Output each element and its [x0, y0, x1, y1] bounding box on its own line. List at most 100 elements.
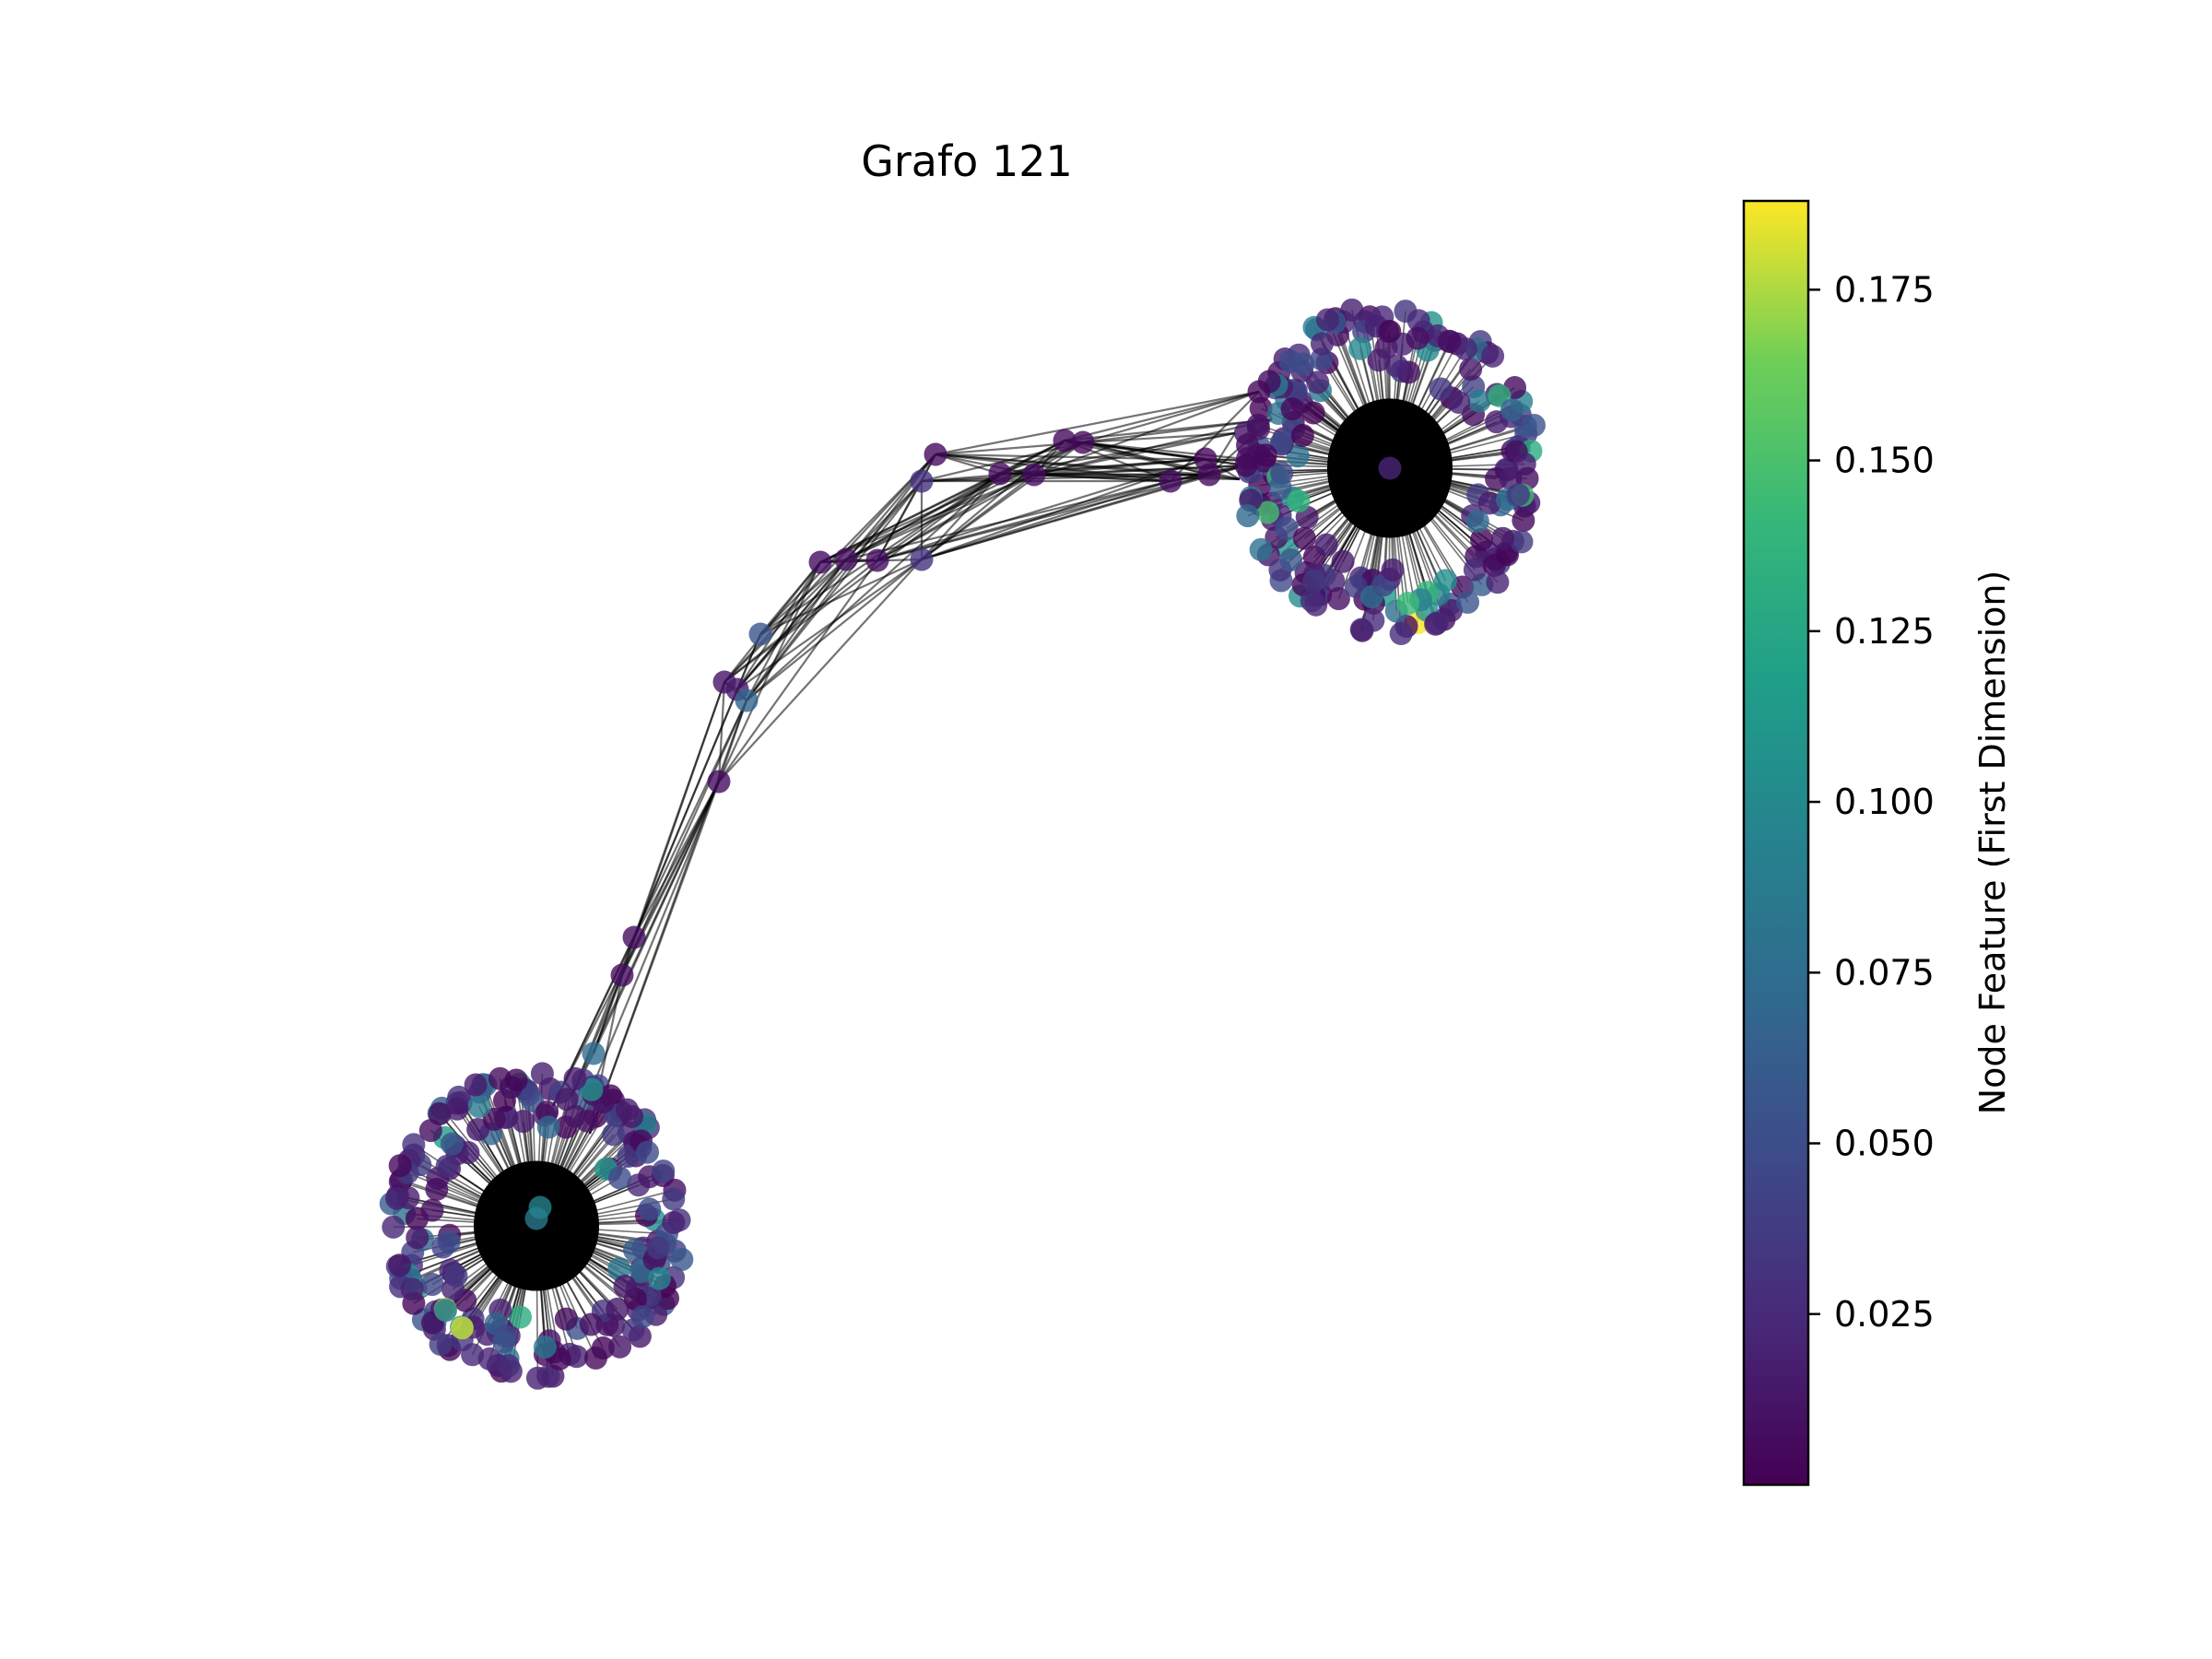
colorbar-tick-label: 0.025: [1834, 1294, 1935, 1335]
graph-node: [1425, 611, 1449, 635]
graph-node: [1253, 443, 1277, 467]
graph-node: [636, 1140, 660, 1164]
graph-node: [1275, 516, 1299, 540]
graph-node: [865, 548, 889, 572]
graph-edge: [921, 473, 1001, 560]
graph-node: [1234, 453, 1258, 477]
graph-node: [1291, 352, 1315, 376]
colorbar-tick-label: 0.050: [1834, 1124, 1935, 1164]
graph-node: [656, 1287, 680, 1311]
graph-edge: [921, 457, 1206, 483]
graph-node: [579, 1312, 603, 1336]
graph-node: [1512, 509, 1535, 533]
colorbar-frame: [1742, 199, 1810, 1487]
graph-edge: [746, 559, 847, 701]
graph-node: [445, 1097, 469, 1121]
graph-node: [584, 1346, 608, 1370]
graph-node: [1292, 526, 1316, 550]
graph-node: [464, 1073, 488, 1097]
graph-node: [1287, 489, 1311, 513]
graph-node: [1300, 589, 1324, 613]
graph-node: [1384, 354, 1408, 378]
graph-node: [450, 1316, 474, 1340]
graph-node: [530, 1062, 554, 1086]
graph-edge: [1064, 418, 1273, 442]
graph-edge: [746, 473, 1001, 701]
graph-node: [1396, 592, 1420, 616]
graph-node: [1326, 587, 1350, 611]
graph-node: [555, 1088, 579, 1112]
graph-node: [406, 1226, 429, 1250]
graph-node: [582, 1041, 606, 1065]
graph-node: [910, 547, 934, 571]
graph-node: [492, 1330, 516, 1354]
graph-node: [1301, 401, 1325, 425]
graph-edge: [724, 561, 821, 683]
colorbar: 0.025 0.050 0.075 0.100 0.125 0.150 0.175 Node…: [1742, 199, 2013, 1487]
graph-node: [1491, 526, 1515, 550]
graph-edge: [717, 681, 726, 782]
graph-node: [1522, 413, 1546, 437]
graph-node: [1378, 456, 1402, 480]
graph-edge: [1082, 390, 1260, 444]
graph-edge: [579, 781, 721, 1116]
graph-node: [554, 1307, 578, 1331]
graph-node: [646, 1236, 670, 1260]
graph-edge: [718, 561, 821, 782]
graph-node: [1389, 621, 1413, 645]
graph-node: [433, 1299, 457, 1323]
graph-edge: [588, 781, 721, 1135]
graph-nodes: [379, 298, 1546, 1390]
colorbar-tick-label: 0.125: [1834, 611, 1935, 652]
graph-node: [1340, 298, 1364, 322]
graph-node: [525, 1366, 549, 1390]
graph-node: [425, 1177, 449, 1201]
graph-node: [1406, 309, 1430, 333]
graph-node: [428, 1102, 452, 1126]
graph-edge: [746, 559, 923, 701]
graph-edge: [1064, 439, 1264, 463]
graph-edge: [759, 453, 936, 635]
graph-node: [1290, 423, 1314, 447]
graph-node: [924, 442, 947, 466]
graph-node: [834, 547, 858, 571]
graph-node: [647, 1266, 671, 1290]
graph-node: [400, 1277, 424, 1301]
graph-node: [1506, 483, 1530, 507]
graph-node: [615, 1098, 639, 1122]
graph-node: [735, 688, 759, 712]
graph-node: [440, 1132, 464, 1156]
graph-node: [1280, 397, 1304, 421]
graph-node: [467, 1095, 491, 1119]
graph-node: [1433, 569, 1457, 593]
graph-node: [1071, 430, 1095, 454]
graph-node: [748, 622, 772, 646]
graph-edge: [1064, 390, 1260, 442]
colorbar-tick-label: 0.150: [1834, 441, 1935, 481]
graph-node: [1236, 504, 1260, 528]
graph-node: [1302, 570, 1326, 594]
colorbar-tick-label: 0.175: [1834, 269, 1935, 310]
graph-edge: [724, 473, 1001, 683]
graph-node: [1381, 558, 1405, 582]
graph-node: [382, 1215, 406, 1239]
graph-node: [429, 1333, 453, 1357]
graph-node: [1256, 500, 1280, 524]
graph-node: [1268, 476, 1292, 500]
graph-edge: [921, 474, 1035, 560]
graph-node: [1465, 509, 1489, 533]
graph-node: [617, 1145, 641, 1169]
graph-node: [388, 1154, 412, 1178]
graph-node: [1481, 344, 1505, 368]
graph-node: [613, 1275, 637, 1299]
graph-node: [1249, 537, 1273, 561]
graph-node: [610, 963, 634, 987]
graph-node: [420, 1273, 444, 1297]
graph-edge: [718, 559, 878, 782]
graph-edge: [736, 561, 821, 690]
graph-node: [431, 1235, 455, 1259]
graph-node: [1247, 380, 1271, 404]
graph-node: [1456, 590, 1480, 614]
graph-node: [670, 1247, 694, 1271]
graph-node: [444, 1264, 468, 1288]
